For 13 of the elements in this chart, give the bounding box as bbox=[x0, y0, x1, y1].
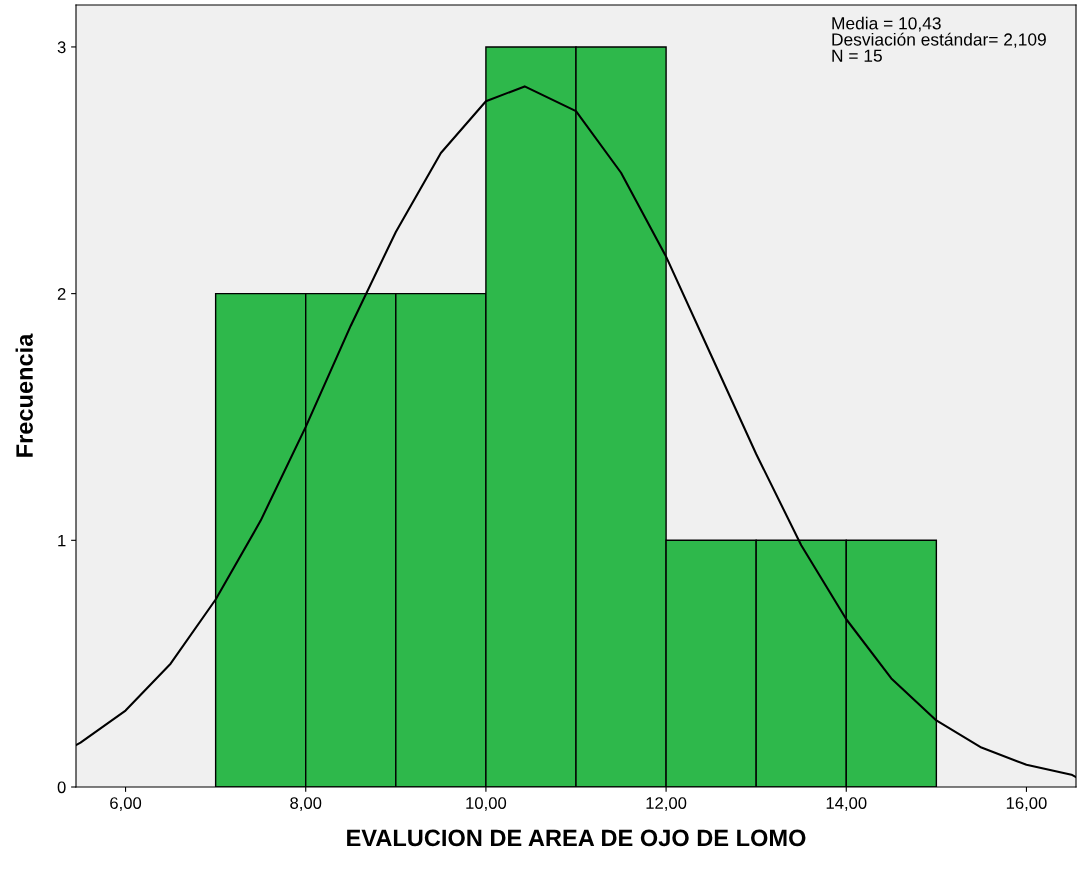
x-tick-label: 14,00 bbox=[826, 797, 867, 811]
y-tick-label: 2 bbox=[57, 288, 66, 300]
x-tick-label: 8,00 bbox=[290, 797, 322, 811]
x-tick-label: 10,00 bbox=[466, 797, 507, 811]
y-tick-label: 0 bbox=[57, 781, 66, 794]
y-tick-label: 1 bbox=[58, 534, 66, 547]
x-axis-title: EVALUCION DE AREA DE OJO DE LOMO bbox=[347, 829, 806, 847]
y-axis-title: Frecuencia bbox=[15, 333, 33, 457]
y-tick-label: 3 bbox=[57, 41, 66, 54]
x-tick-label: 12,00 bbox=[646, 797, 687, 811]
x-tick-label: 6,00 bbox=[110, 797, 142, 811]
x-tick-label: 16,00 bbox=[1006, 797, 1047, 811]
annotation: Media = 10,43 Desviación estándar= 2,109 N = 15 bbox=[832, 16, 1046, 62]
